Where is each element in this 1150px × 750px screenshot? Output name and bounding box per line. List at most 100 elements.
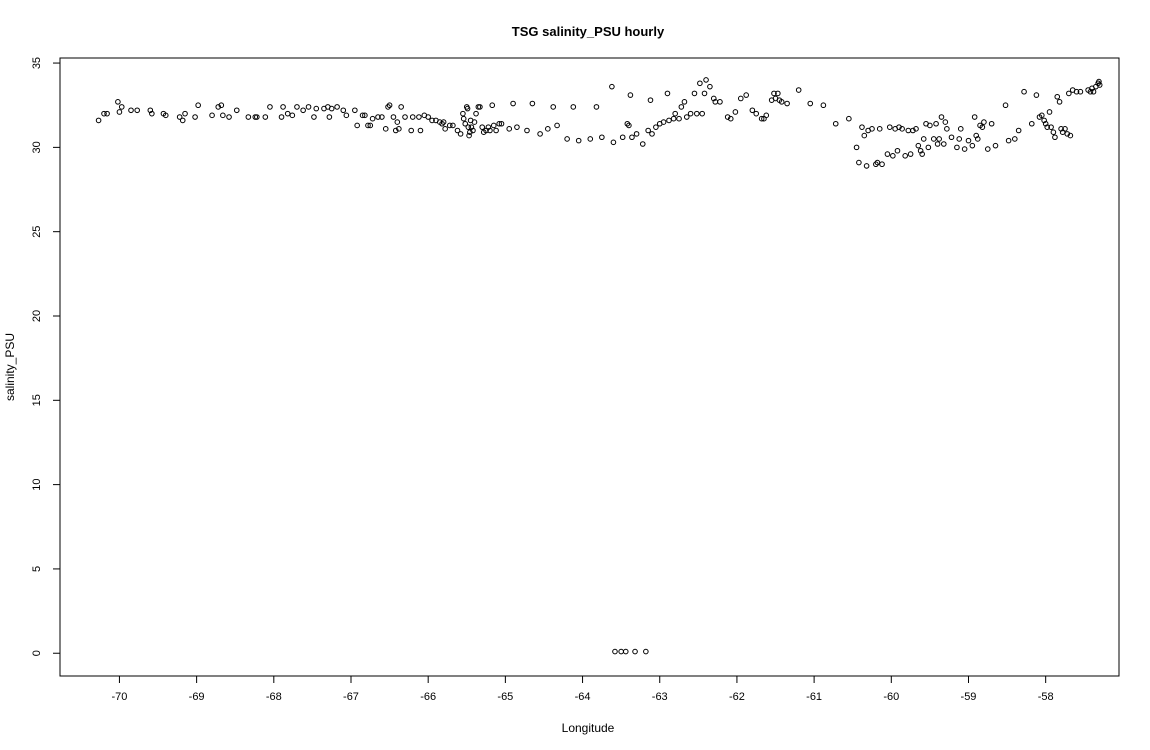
data-point [468, 124, 475, 130]
data-point [226, 114, 232, 120]
y-tick-label: 5 [31, 566, 43, 572]
x-tick-label: -67 [343, 691, 359, 703]
data-point [693, 110, 700, 117]
data-point [913, 126, 919, 132]
x-tick-label: -66 [420, 691, 436, 703]
data-point [442, 126, 448, 132]
data-point [1039, 112, 1045, 119]
data-point [367, 122, 374, 129]
data-point [938, 114, 945, 120]
data-point [417, 127, 424, 134]
data-point [280, 104, 286, 110]
data-point [942, 119, 949, 125]
data-point [182, 110, 188, 117]
data-point [753, 110, 760, 117]
data-point [1033, 92, 1040, 98]
data-point [1012, 136, 1018, 142]
data-point [409, 114, 416, 120]
data-point [629, 134, 635, 141]
data-point [390, 114, 397, 120]
x-tick-label: -62 [729, 691, 745, 703]
data-point [284, 110, 291, 117]
x-tick-label: -68 [266, 691, 282, 703]
data-point [375, 114, 381, 120]
data-point [984, 146, 991, 152]
x-tick-label: -59 [961, 691, 977, 703]
data-point [1096, 78, 1102, 85]
data-point [134, 107, 140, 114]
data-point [416, 114, 422, 120]
data-point [385, 104, 391, 110]
data-point [1048, 124, 1054, 130]
data-point [979, 124, 986, 130]
data-point [687, 110, 694, 117]
data-point [988, 120, 995, 127]
data-point [289, 112, 296, 119]
data-point [116, 109, 123, 115]
data-point [1005, 137, 1012, 144]
data-point [874, 159, 881, 166]
data-point [1028, 120, 1035, 127]
data-point [467, 129, 473, 135]
data-point [619, 134, 626, 141]
data-point [971, 114, 978, 120]
data-point [697, 80, 703, 87]
data-point [382, 126, 389, 132]
data-point [1090, 88, 1097, 95]
data-point [609, 83, 615, 90]
data-point [262, 114, 269, 120]
data-point [599, 134, 605, 141]
data-point [545, 126, 551, 132]
data-point [245, 114, 252, 120]
data-point [925, 144, 932, 151]
data-point [343, 112, 350, 119]
data-point [254, 114, 260, 120]
data-point [1050, 129, 1057, 135]
data-point [506, 126, 513, 132]
data-point [95, 117, 102, 124]
data-point [861, 132, 868, 139]
data-point [1096, 82, 1103, 88]
data-point [218, 102, 225, 109]
data-point [936, 136, 942, 142]
data-point [1046, 109, 1053, 115]
data-point [313, 105, 320, 112]
data-point [930, 136, 937, 142]
data-point [1056, 99, 1063, 105]
data-point [610, 139, 617, 146]
data-point [1015, 127, 1022, 134]
y-tick-label: 35 [31, 57, 43, 69]
data-point [1058, 126, 1064, 132]
data-point [749, 107, 756, 114]
data-point [487, 127, 493, 134]
data-point [365, 122, 371, 129]
data-point [944, 126, 950, 132]
data-point [195, 102, 201, 109]
data-point [691, 90, 698, 97]
data-point [859, 124, 865, 130]
data-point [856, 159, 862, 166]
data-point [727, 115, 734, 122]
data-point [678, 104, 685, 110]
data-point [869, 126, 875, 132]
data-point [300, 107, 306, 114]
data-point [233, 107, 240, 114]
data-point [618, 648, 624, 655]
data-point [267, 104, 273, 110]
data-point [645, 127, 651, 134]
data-point [386, 102, 393, 109]
y-axis-label: salinity_PSU [3, 333, 17, 401]
data-point [1042, 120, 1049, 127]
data-point [676, 115, 682, 122]
data-point [149, 110, 155, 117]
x-tick-label: -58 [1038, 691, 1054, 703]
plot-area-border [59, 57, 1120, 677]
data-point [626, 122, 632, 129]
x-tick-label: -61 [806, 691, 822, 703]
data-point [529, 100, 536, 107]
data-point [965, 137, 972, 144]
data-point [863, 163, 870, 169]
data-point [795, 87, 802, 93]
data-point [732, 109, 739, 115]
data-point [394, 119, 401, 125]
